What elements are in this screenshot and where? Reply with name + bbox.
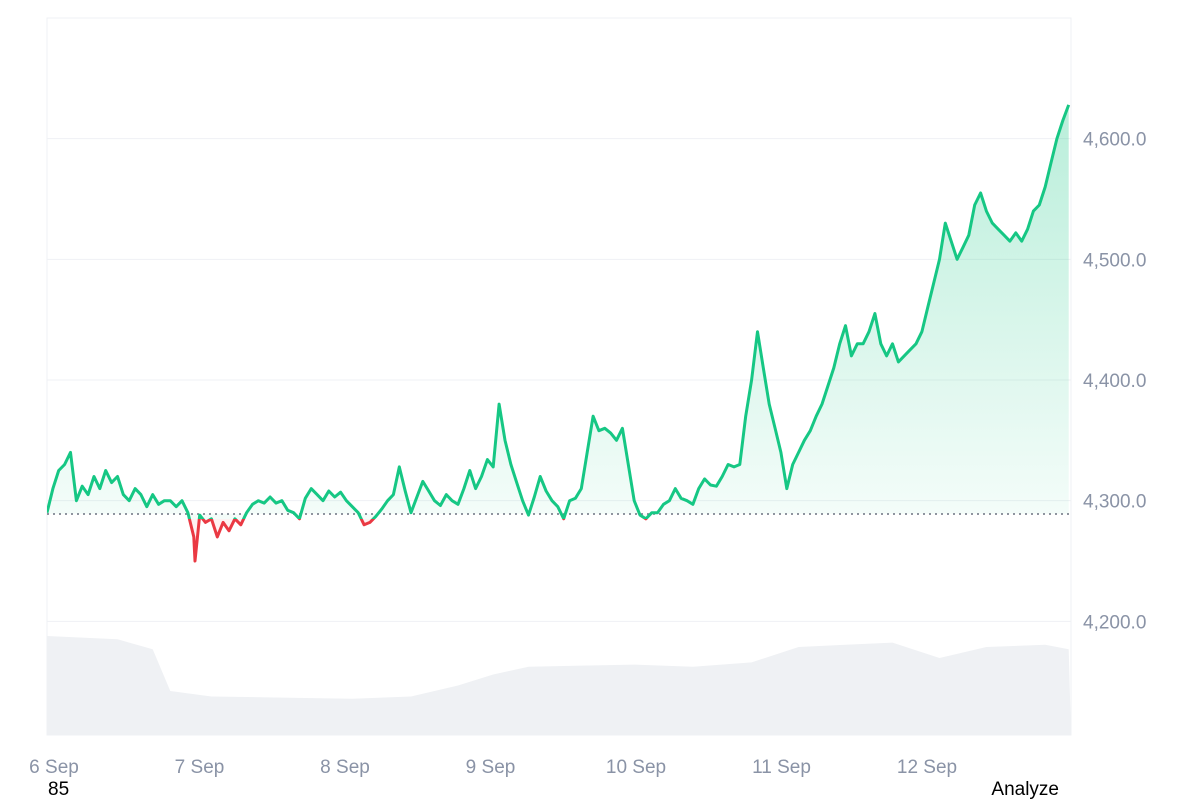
x-axis-ticks: 6 Sep 7 Sep 8 Sep 9 Sep 10 Sep 11 Sep 12 Sep [29,757,957,778]
x-tick-label: 6 Sep [29,757,79,778]
y-tick-label: 4,400.0 [1083,371,1146,392]
area-above-baseline [47,104,1069,519]
y-axis-ticks: 4,200.0 4,300.0 4,400.0 4,500.0 4,600.0 [1083,130,1146,634]
volume-area-group [47,636,1071,735]
y-tick-label: 4,600.0 [1083,130,1146,151]
x-tick-label: 12 Sep [897,757,957,778]
x-tick-label: 10 Sep [606,757,666,778]
x-tick-label: 9 Sep [466,757,516,778]
price-line-up [47,104,1071,519]
y-tick-label: 4,200.0 [1083,612,1146,633]
area-fill-group [47,104,1069,561]
price-line-down [187,519,648,563]
y-tick-label: 4,300.0 [1083,492,1146,513]
volume-area [47,636,1071,735]
footer-left-text: 85 [48,779,70,800]
x-tick-label: 11 Sep [752,757,811,778]
y-tick-label: 4,500.0 [1083,250,1146,271]
x-tick-label: 8 Sep [320,757,370,778]
analyze-link[interactable]: Analyze [991,779,1059,800]
price-line-group [47,104,1071,563]
x-tick-label: 7 Sep [175,757,225,778]
